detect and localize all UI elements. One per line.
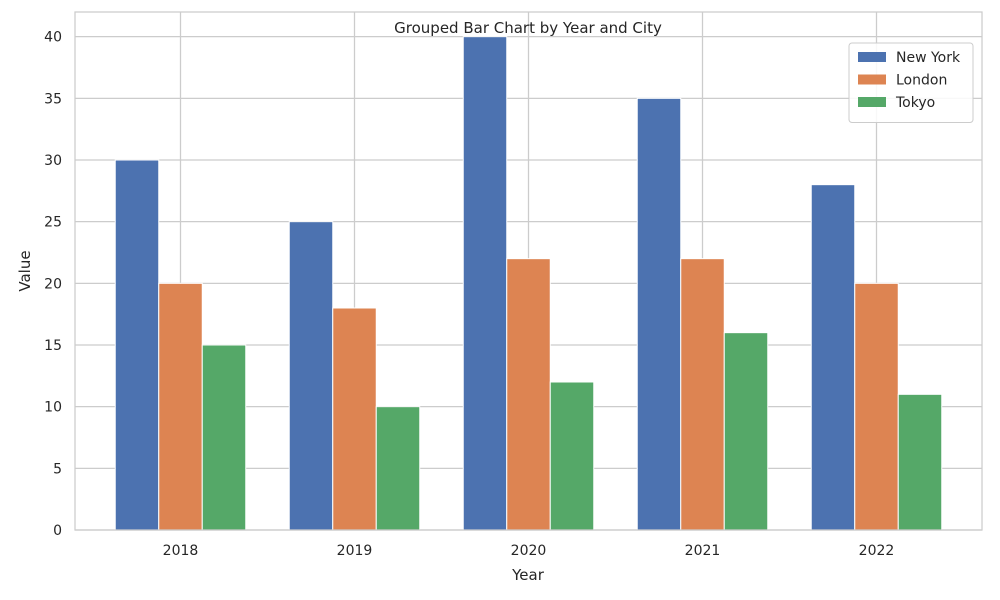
bar-london-2021 xyxy=(680,258,725,531)
bar-new-york-2022 xyxy=(810,184,856,531)
x-tick-label: 2019 xyxy=(337,543,373,559)
y-tick-label: 0 xyxy=(53,523,62,539)
legend-label: Tokyo xyxy=(895,95,935,111)
y-tick-label: 25 xyxy=(44,215,62,231)
bar-new-york-2021 xyxy=(636,97,682,531)
bar-tokyo-2020 xyxy=(549,381,595,531)
x-tick-label: 2020 xyxy=(511,543,547,559)
y-tick-label: 40 xyxy=(44,30,62,46)
bars-group xyxy=(114,36,943,531)
x-axis-ticks: 2018 2019 2020 2021 2022 xyxy=(163,543,895,559)
legend: New York London Tokyo xyxy=(848,42,974,123)
y-tick-label: 30 xyxy=(44,153,62,169)
y-tick-label: 15 xyxy=(44,338,62,354)
x-axis-label: Year xyxy=(511,566,545,584)
y-tick-label: 5 xyxy=(53,461,62,477)
bar-tokyo-2022 xyxy=(897,393,943,531)
legend-swatch xyxy=(858,52,886,62)
bar-london-2020 xyxy=(506,258,551,531)
bar-tokyo-2021 xyxy=(723,332,769,531)
bar-new-york-2020 xyxy=(462,36,508,531)
legend-swatch xyxy=(858,74,886,85)
plot-area-border xyxy=(74,11,983,531)
bar-tokyo-2019 xyxy=(375,406,421,531)
y-tick-label: 10 xyxy=(44,400,62,416)
y-tick-label: 20 xyxy=(44,276,62,292)
legend-swatch xyxy=(858,97,886,107)
bar-london-2018 xyxy=(158,282,203,531)
legend-label: London xyxy=(896,73,947,89)
bar-new-york-2018 xyxy=(114,159,160,531)
chart-title: Grouped Bar Chart by Year and City xyxy=(394,19,662,37)
x-tick-label: 2021 xyxy=(685,543,721,559)
y-axis-ticks: 0 5 10 15 20 25 30 35 40 xyxy=(44,30,62,539)
x-tick-label: 2018 xyxy=(163,543,199,559)
y-axis-label: Value xyxy=(16,250,34,291)
bar-tokyo-2018 xyxy=(201,344,247,531)
y-tick-label: 35 xyxy=(44,91,62,107)
x-tick-label: 2022 xyxy=(859,543,895,559)
bar-london-2022 xyxy=(854,282,899,531)
bar-london-2019 xyxy=(332,307,377,531)
bar-new-york-2019 xyxy=(288,221,334,531)
legend-label: New York xyxy=(896,50,961,66)
